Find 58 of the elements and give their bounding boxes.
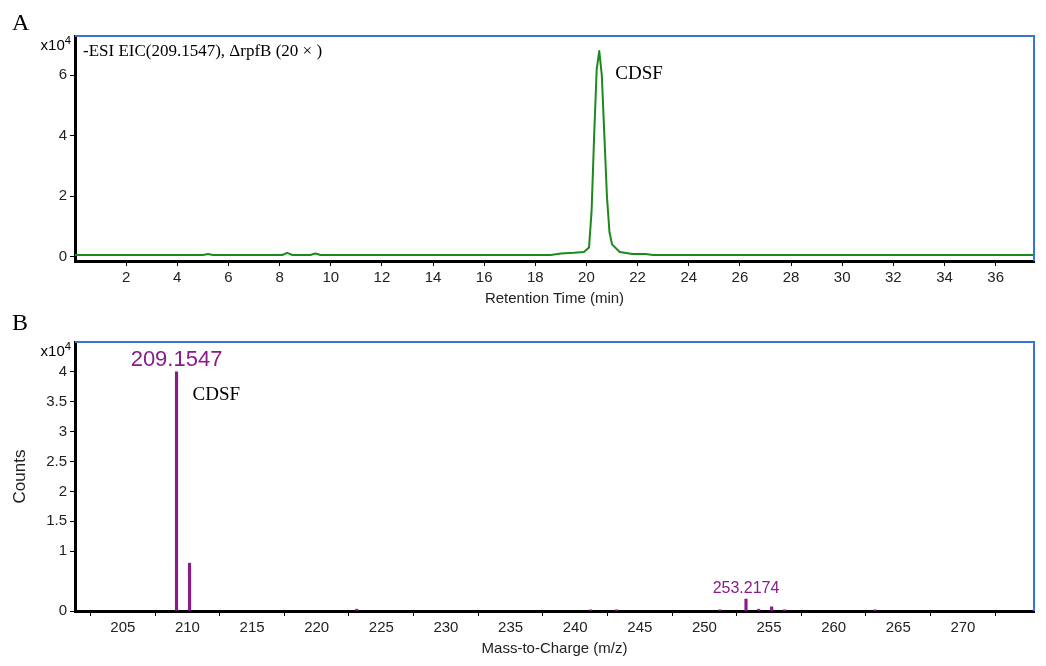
y-tick-label: 6 (58, 65, 67, 83)
x-tick-label: 245 (627, 618, 653, 636)
y-tick-label: 0 (58, 601, 67, 619)
annotation: CDSF (615, 62, 663, 84)
y-tick-label: 4 (58, 362, 67, 380)
x-tick-label: 32 (885, 268, 902, 286)
x-tick-label: 22 (629, 268, 646, 286)
annotation: CDSF (192, 382, 241, 404)
bar (744, 598, 748, 611)
x-tick-label: 255 (756, 618, 782, 636)
x-tick-label: 215 (239, 618, 265, 636)
bar (187, 562, 192, 611)
x-tick-label: 250 (691, 618, 717, 636)
x-tick-label: 24 (680, 268, 698, 286)
x-tick-label: 220 (304, 618, 330, 636)
x-tick-label: 4 (173, 268, 182, 286)
text: A (12, 9, 30, 35)
y-tick-label: 3 (58, 421, 67, 439)
x-tick-label: 225 (368, 618, 394, 636)
bar (174, 371, 179, 611)
x-tick-label: 265 (885, 618, 911, 636)
x-axis-title: Mass-to-Charge (m/z) (481, 639, 628, 657)
annotation: 253.2174 (712, 579, 780, 597)
y-tick-label: 3.5 (46, 391, 67, 409)
x-tick-label: 36 (987, 268, 1004, 286)
x-tick-label: 16 (475, 268, 493, 286)
x-tick-label: 260 (821, 618, 847, 636)
x-tick-label: 14 (424, 268, 442, 286)
bar (770, 606, 774, 611)
x-tick-label: 205 (110, 618, 136, 636)
x-tick-label: 240 (562, 618, 588, 636)
y-tick-label: 4 (58, 125, 67, 143)
x-tick-label: 6 (224, 268, 233, 286)
chart-title: -ESI EIC(209.1547), ΔrpfB (20 × ) (83, 41, 323, 60)
y-tick-label: 2 (58, 186, 67, 204)
y-tick-label: 1.5 (46, 511, 67, 529)
annotation: 209.1547 (130, 345, 223, 371)
y-axis-title: Counts (9, 449, 29, 504)
x-tick-label: 28 (782, 268, 800, 286)
x-tick-label: 20 (578, 268, 595, 286)
text: B (12, 309, 29, 335)
x-tick-label: 210 (174, 618, 200, 636)
x-tick-label: 12 (373, 268, 391, 286)
x-tick-label: 2 (121, 268, 131, 286)
y-tick-label: 2.5 (46, 451, 67, 469)
x-axis-title: Retention Time (min) (484, 289, 625, 307)
x-tick-label: 26 (731, 268, 749, 286)
y-tick-label: 2 (58, 481, 67, 499)
x-tick-label: 30 (833, 268, 851, 286)
y-tick-label: 1 (58, 541, 67, 559)
x-tick-label: 34 (936, 268, 953, 286)
x-tick-label: 230 (433, 618, 459, 636)
x-tick-label: 10 (322, 268, 340, 286)
y-tick-label: 0 (58, 246, 67, 264)
x-tick-label: 270 (950, 618, 976, 636)
x-tick-label: 8 (275, 268, 284, 286)
x-tick-label: 18 (526, 268, 544, 286)
x-tick-label: 235 (498, 618, 524, 636)
